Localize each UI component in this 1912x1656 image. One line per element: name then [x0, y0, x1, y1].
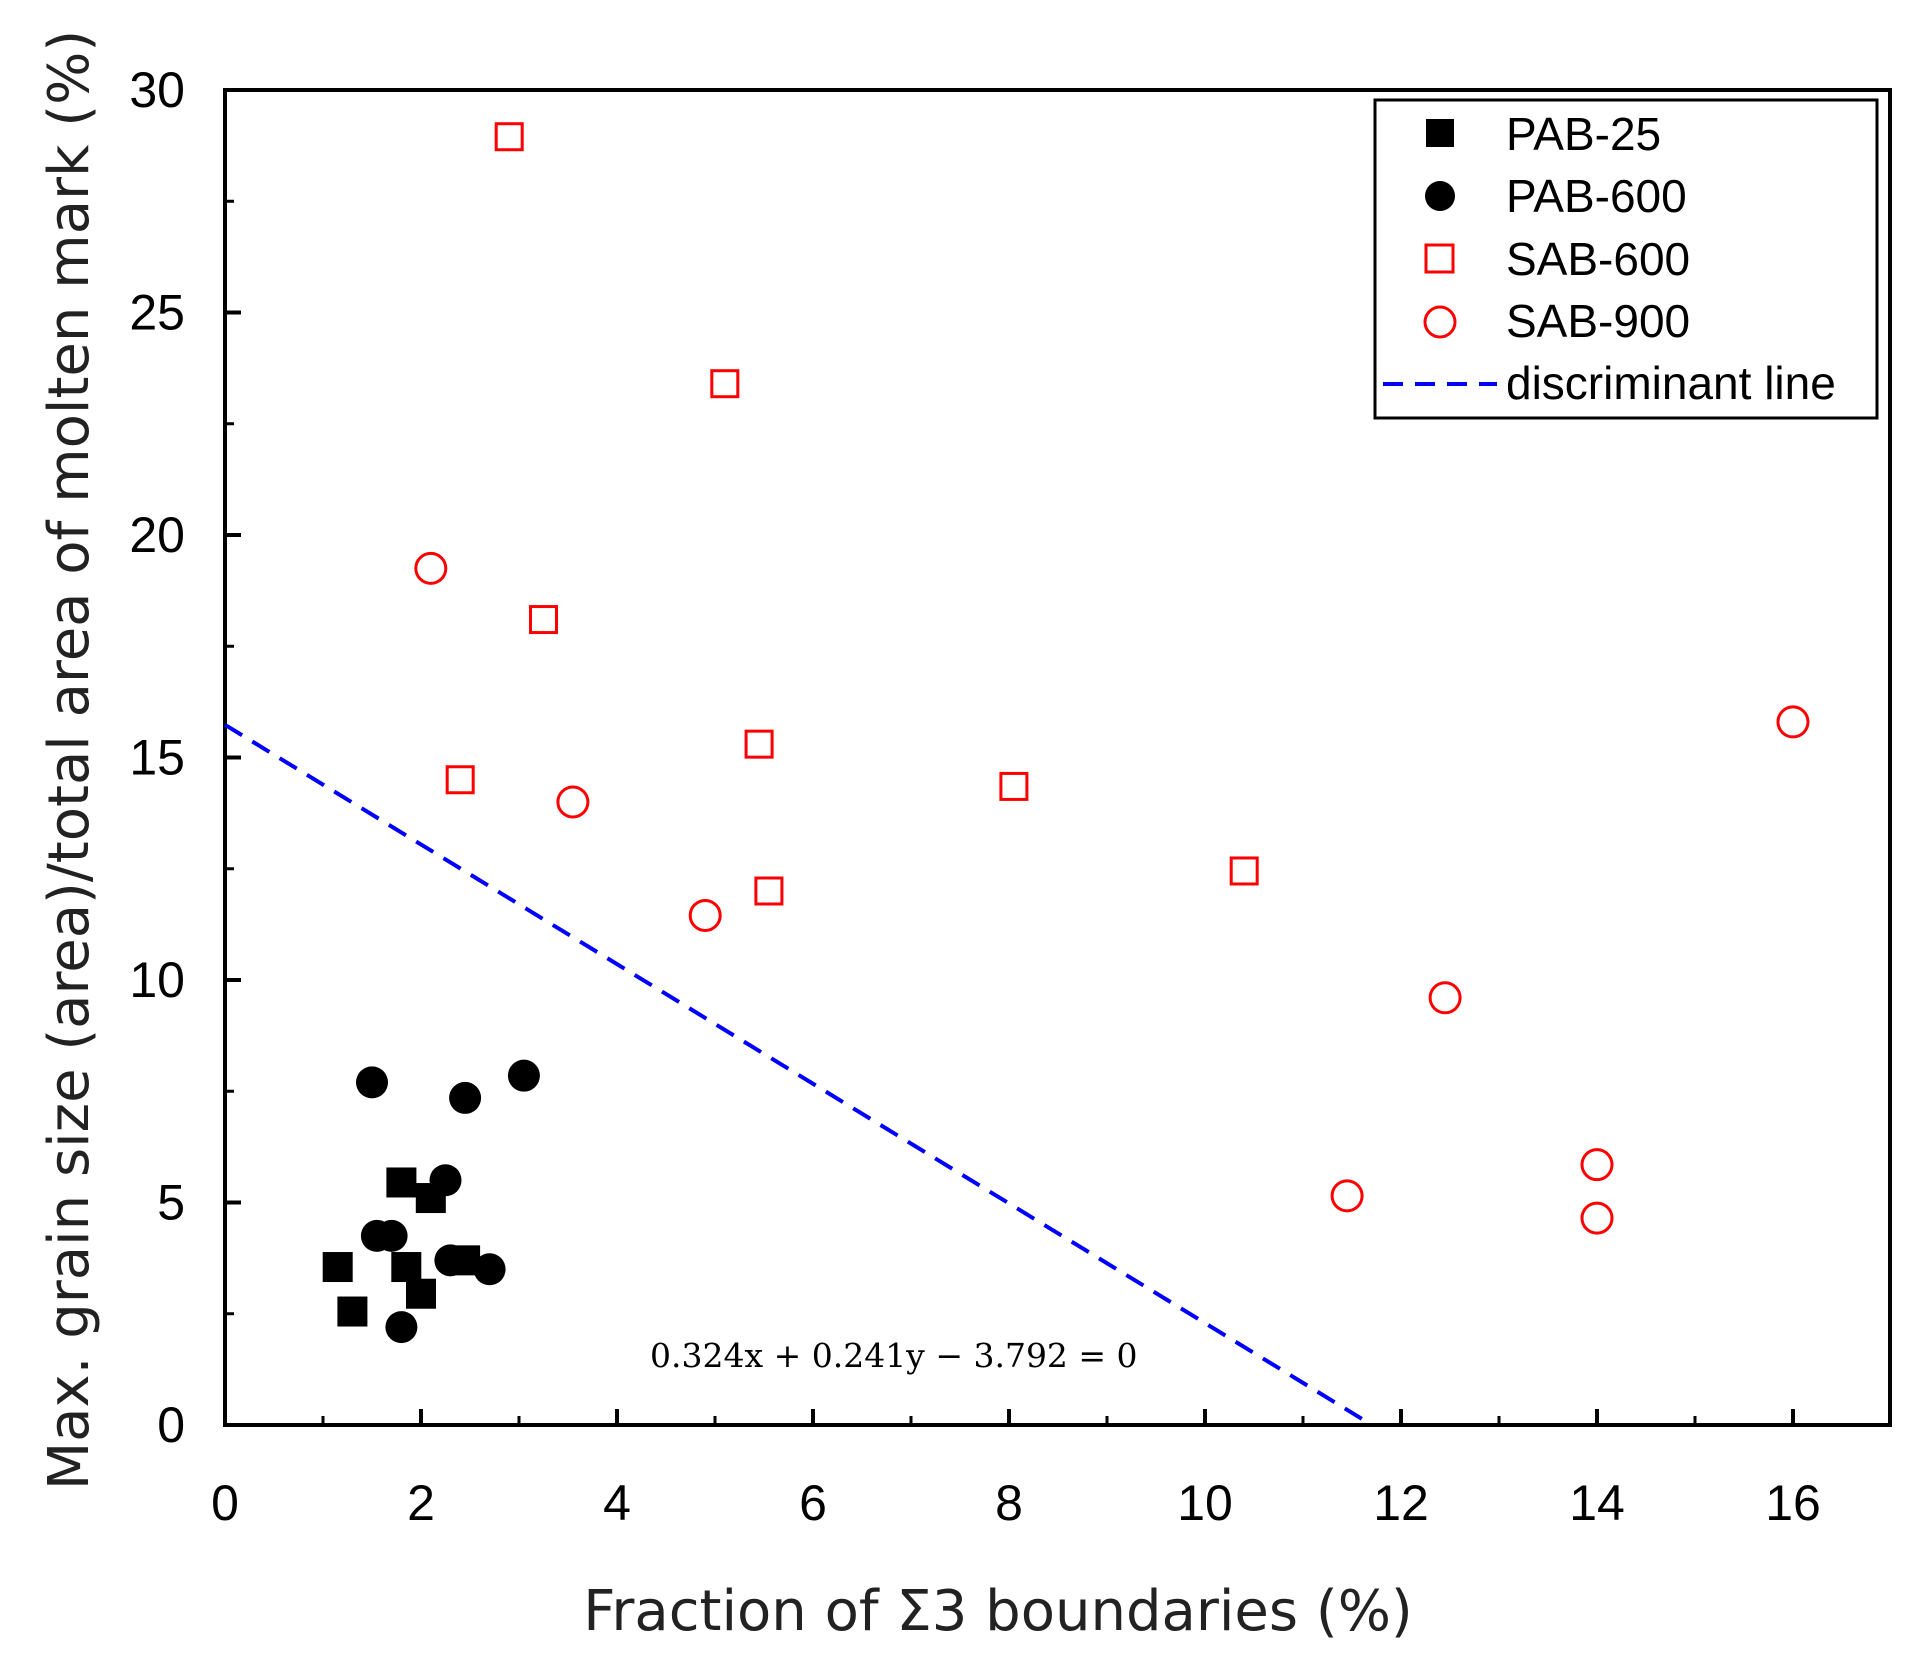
y-tick-label: 20: [129, 507, 185, 563]
legend-marker-sab-600: [1424, 243, 1455, 274]
y-tick-label: 30: [129, 62, 185, 118]
legend: PAB-25 PAB-600 SAB-600 SAB-900 discrimin…: [1373, 98, 1879, 420]
equation-label: 0.324x + 0.241y − 3.792 = 0: [650, 1336, 1138, 1375]
x-tick-label: 2: [407, 1475, 435, 1531]
x-tick-label: 16: [1765, 1475, 1821, 1531]
point-sab-600: [754, 876, 784, 906]
point-sab-600: [999, 771, 1029, 801]
legend-label-sab-600: SAB-600: [1506, 233, 1690, 285]
point-sab-900: [1580, 1201, 1614, 1235]
point-pab-25: [337, 1296, 368, 1327]
point-sab-900: [1428, 981, 1462, 1015]
data-markers: [322, 122, 1810, 1344]
legend-label-pab-600: PAB-600: [1506, 170, 1687, 222]
point-sab-900: [556, 785, 590, 819]
x-tick-label: 8: [995, 1475, 1023, 1531]
point-sab-900: [1580, 1148, 1614, 1182]
x-tick-labels: 0 2 4 6 8 10 12 14 16: [211, 1475, 1821, 1531]
point-sab-600: [494, 122, 524, 152]
legend-box: [1373, 98, 1879, 420]
point-pab-600: [434, 1244, 467, 1277]
legend-label-discriminant-line: discriminant line: [1506, 357, 1836, 409]
point-pab-25: [391, 1252, 422, 1283]
point-pab-600: [356, 1066, 388, 1099]
point-pab-25: [322, 1252, 353, 1283]
point-sab-900: [688, 898, 722, 932]
point-sab-600: [710, 369, 740, 399]
x-tick-label: 4: [603, 1475, 631, 1531]
point-sab-600: [529, 605, 558, 635]
point-sab-900: [1330, 1179, 1364, 1213]
legend-marker-pab-25: [1426, 119, 1454, 147]
point-pab-600: [429, 1164, 462, 1197]
legend-label-pab-25: PAB-25: [1506, 108, 1661, 160]
x-tick-label: 10: [1177, 1475, 1233, 1531]
point-pab-25: [406, 1278, 436, 1309]
y-axis-title: Max. grain size (area)/total area of mol…: [37, 30, 102, 1490]
point-pab-600: [449, 1081, 482, 1114]
point-pab-25: [386, 1167, 417, 1198]
x-tick-label: 0: [211, 1475, 239, 1531]
axis-ticks: [223, 88, 1795, 1427]
y-tick-label: 15: [129, 730, 185, 786]
point-sab-600: [744, 729, 774, 759]
point-pab-600: [375, 1219, 408, 1252]
x-tick-label: 6: [799, 1475, 827, 1531]
x-tick-label: 12: [1373, 1475, 1429, 1531]
point-sab-600: [1229, 856, 1259, 886]
legend-label-sab-900: SAB-900: [1506, 295, 1690, 347]
point-pab-600: [473, 1253, 506, 1286]
legend-marker-sab-900: [1423, 305, 1457, 339]
point-pab-600: [385, 1311, 418, 1344]
point-sab-900: [1776, 705, 1810, 739]
y-tick-label: 0: [157, 1397, 185, 1453]
y-tick-label: 10: [129, 952, 185, 1008]
x-axis-title: Fraction of Σ3 boundaries (%): [583, 1579, 1413, 1644]
x-tick-label: 14: [1569, 1475, 1625, 1531]
y-tick-labels: 0 5 10 15 20 25 30: [129, 62, 185, 1453]
point-sab-900: [414, 551, 448, 585]
legend-marker-pab-600: [1425, 181, 1455, 211]
point-pab-600: [507, 1059, 540, 1092]
point-sab-600: [445, 765, 475, 795]
y-tick-label: 25: [129, 285, 185, 341]
y-tick-label: 5: [157, 1175, 185, 1231]
